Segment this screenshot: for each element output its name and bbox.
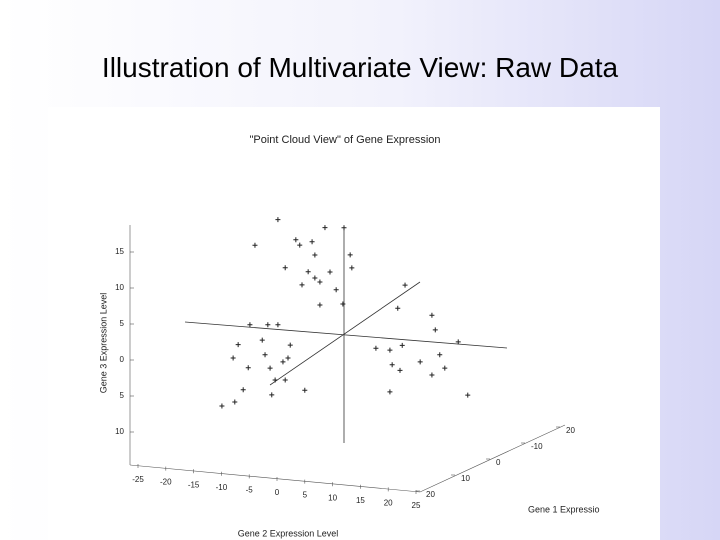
x-tick-label: 0 [275,488,280,497]
point [280,359,286,365]
z-tick-label: 0 [496,458,501,467]
point [317,279,323,285]
point [397,367,403,373]
x-tick-label: -20 [160,478,172,487]
point [240,387,246,393]
point [305,269,311,275]
point [259,337,265,343]
point [287,342,293,348]
point [387,389,393,395]
chart-title: "Point Cloud View" of Gene Expression [249,134,440,146]
center-axes [184,228,508,443]
point [317,302,323,308]
x-tick-label: -25 [132,475,144,484]
point [245,365,251,371]
point [347,252,353,258]
point [312,252,318,258]
point [275,322,281,328]
point [437,352,443,358]
point [387,347,393,353]
point [340,301,346,307]
y-tick-label: 10 [115,283,124,292]
z-tick-label: 10 [461,474,470,483]
point [432,327,438,333]
point [282,377,288,383]
y-tick-label: 5 [120,391,125,400]
x-tick-label: 25 [412,501,421,510]
point [417,359,423,365]
x-tick-label: -15 [188,480,200,489]
point [302,387,308,393]
x-tick-label: -5 [246,486,254,495]
z-tick-label: 20 [426,490,435,499]
point [333,287,339,293]
point [272,377,278,383]
point [269,392,275,398]
point [327,269,333,275]
x-axis-label: Gene 2 Expression Level [238,528,339,538]
point [275,217,281,223]
point [267,365,273,371]
point [262,352,268,358]
z-tick-label: -10 [531,442,543,451]
y-tick-label: 15 [115,247,124,256]
y-tick-label: 0 [120,355,125,364]
point [395,305,401,311]
point [455,339,461,345]
point [252,242,258,248]
point [293,237,299,243]
point [349,265,355,271]
point [232,399,238,405]
point [442,365,448,371]
point [297,242,303,248]
slide-title: Illustration of Multivariate View: Raw D… [101,52,619,83]
point [247,322,253,328]
point [399,342,405,348]
point [389,362,395,368]
point [402,282,408,288]
x-tick-label: 20 [384,499,393,508]
point [219,403,225,409]
x-tick-label: 10 [328,493,337,502]
chart: "Point Cloud View" of Gene Expression Ge… [48,107,660,540]
point [312,275,318,281]
point [373,345,379,351]
point [230,355,236,361]
z-tick-label: 20 [566,426,575,435]
point [429,372,435,378]
point [282,265,288,271]
x-tick-label: 5 [303,491,308,500]
x-tick-label: 15 [356,496,365,505]
point [285,355,291,361]
point [309,239,315,245]
x-tick-label: -10 [216,483,228,492]
plot-background [48,107,660,540]
z-axis-label: Gene 1 Expressio [528,504,600,514]
point [429,312,435,318]
point [322,225,328,231]
axes-box [129,225,566,493]
point [299,282,305,288]
point [465,392,471,398]
point [235,342,241,348]
y-tick-label: 5 [120,319,125,328]
point [341,225,347,231]
y-tick-label: 10 [115,427,124,436]
point [265,322,271,328]
y-axis-label: Gene 3 Expression Level [98,293,108,394]
